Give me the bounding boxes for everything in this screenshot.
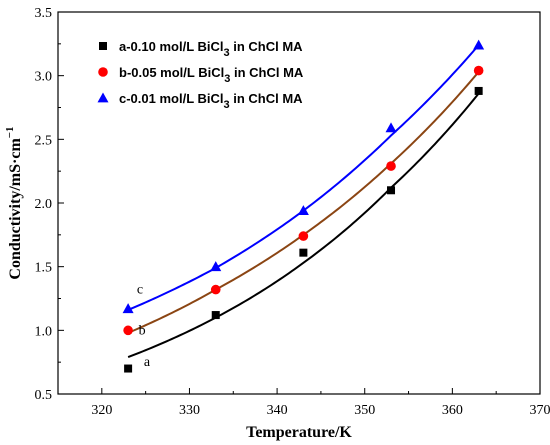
y-tick-label: 1.0 <box>35 324 53 339</box>
y-tick-label: 2.0 <box>35 197 53 212</box>
data-point <box>299 248 308 257</box>
data-point <box>210 261 222 272</box>
y-axis-title: Conductivity/mS·cm−1 <box>4 126 24 279</box>
data-point <box>122 303 134 314</box>
y-axis-title-superscript: −1 <box>4 126 16 138</box>
axis-ticks: 320 330 340 350 360 370 0.5 1.0 1.5 2.0 2.5 3.0 3.5 <box>35 6 550 418</box>
data-point <box>123 325 133 336</box>
curve-label: b <box>139 323 146 338</box>
x-axis-title: Temperature/K <box>246 424 352 441</box>
legend-marker <box>97 92 109 103</box>
curve-label: c <box>137 283 143 298</box>
y-tick-label: 2.5 <box>35 133 53 148</box>
curve-labels: a b c <box>137 283 151 371</box>
legend-marker <box>99 42 107 50</box>
data-point <box>298 231 309 241</box>
x-tick-label: 330 <box>179 403 200 418</box>
legend-entry: b-0.05 mol/L BiCl3 in ChCl MA <box>119 65 304 85</box>
data-point <box>124 364 133 373</box>
x-tick-label: 370 <box>530 403 550 418</box>
y-tick-label: 3.0 <box>35 70 53 85</box>
curve-label: a <box>144 355 151 370</box>
x-tick-label: 360 <box>442 403 463 418</box>
fit-curve <box>127 92 480 359</box>
legend-entry: a-0.10 mol/L BiCl3 in ChCl MA <box>119 39 303 59</box>
y-axis-title-main: Conductivity/mS·cm <box>7 138 24 280</box>
data-point <box>473 39 485 50</box>
data-points <box>122 39 485 373</box>
fit-curve <box>127 44 480 311</box>
legend-marker <box>98 67 108 77</box>
data-point <box>474 86 483 95</box>
x-tick-label: 340 <box>267 403 288 418</box>
fit-curve <box>127 71 480 334</box>
data-point <box>297 205 309 216</box>
data-point <box>387 186 396 195</box>
data-point <box>385 122 397 133</box>
legend: a-0.10 mol/L BiCl3 in ChCl MA b-0.05 mol/… <box>97 39 304 111</box>
data-point <box>210 284 221 295</box>
legend-entry: c-0.01 mol/L BiCl3 in ChCl MA <box>119 91 303 111</box>
y-tick-label: 3.5 <box>35 6 53 21</box>
y-tick-label: 1.5 <box>35 261 53 276</box>
x-tick-label: 320 <box>91 403 112 418</box>
data-point <box>211 311 220 320</box>
data-point <box>473 65 484 76</box>
y-tick-label: 0.5 <box>35 388 53 403</box>
data-point <box>386 161 396 171</box>
y-axis-title-group: Conductivity/mS·cm−1 <box>4 126 24 279</box>
x-tick-label: 350 <box>354 403 375 418</box>
